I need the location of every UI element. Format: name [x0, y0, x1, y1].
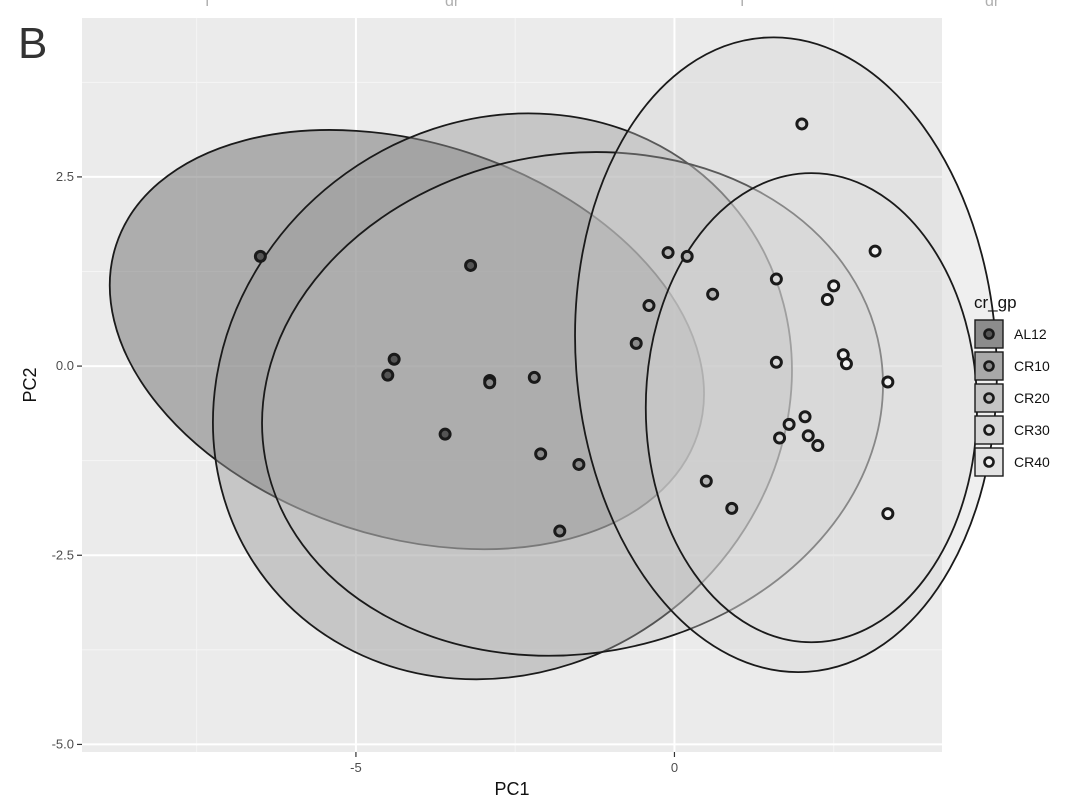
ellipse-cr40 [644, 172, 978, 644]
point-al12 [438, 427, 452, 441]
point-cr20 [725, 501, 739, 515]
plot-panel [82, 18, 998, 752]
legend-label-cr20: CR20 [1014, 390, 1050, 406]
legend-entries: AL12 CR10 CR20 CR30 CR40 [974, 319, 1050, 477]
point-al12 [381, 368, 395, 382]
point-cr20 [680, 249, 694, 263]
point-cr30 [811, 439, 825, 453]
panel-label: B [18, 19, 47, 68]
point-cr40 [868, 244, 882, 258]
legend-point-cr10 [983, 360, 995, 372]
point-cr30 [769, 355, 783, 369]
legend-point-cr40 [983, 456, 995, 468]
point-cr40 [881, 507, 895, 521]
y-tick-label: 2.5 [56, 169, 74, 184]
point-cr10 [527, 370, 541, 384]
point-al12 [253, 249, 267, 263]
x-tick-label: -5 [350, 760, 362, 775]
point-cr40 [839, 357, 853, 371]
legend-point-al12 [983, 328, 995, 340]
y-tick-label: 0.0 [56, 358, 74, 373]
legend-point-cr30 [983, 424, 995, 436]
point-cr10 [629, 336, 643, 350]
legend-key-cr30 [974, 415, 1004, 445]
point-cr30 [773, 431, 787, 445]
ellipse-al12 [108, 129, 705, 551]
y-axis-title: PC2 [20, 367, 40, 402]
legend-title: cr_gp [974, 293, 1017, 312]
point-cr20 [661, 246, 675, 260]
x-axis-title: PC1 [494, 779, 529, 799]
point-cr10 [534, 447, 548, 461]
legend-label-cr30: CR30 [1014, 422, 1050, 438]
data-points [253, 117, 895, 538]
legend-label-cr10: CR10 [1014, 358, 1050, 374]
point-al12 [387, 352, 401, 366]
legend-label-cr40: CR40 [1014, 454, 1050, 470]
point-cr40 [827, 279, 841, 293]
point-cr30 [795, 117, 809, 131]
point-cr10 [483, 376, 497, 390]
y-tick-label: -2.5 [52, 547, 74, 562]
point-cr10 [553, 524, 567, 538]
legend-label-al12: AL12 [1014, 326, 1047, 342]
point-cr20 [642, 299, 656, 313]
point-cr40 [881, 375, 895, 389]
top-cut-label-1: I [205, 0, 209, 10]
point-cr20 [699, 474, 713, 488]
ellipse-cr20 [261, 151, 884, 657]
x-axis-ticks: -5 0 [350, 752, 678, 775]
point-cr30 [801, 429, 815, 443]
point-cr40 [820, 292, 834, 306]
point-cr30 [798, 410, 812, 424]
point-cr30 [769, 272, 783, 286]
point-cr30 [782, 417, 796, 431]
legend-point-cr20 [983, 392, 995, 404]
top-cut-label-3: I [740, 0, 744, 10]
point-al12 [464, 258, 478, 272]
top-cut-label-4: dr [985, 0, 1000, 10]
point-cr20 [706, 287, 720, 301]
ellipse-cr10 [212, 112, 793, 681]
legend: cr_gp AL12 CR10 CR20 CR30 CR40 [974, 293, 1050, 477]
point-cr10 [572, 457, 586, 471]
y-tick-label: -5.0 [52, 736, 74, 751]
top-cut-label-2: dr [445, 0, 460, 10]
y-axis-ticks: 2.5 0.0 -2.5 -5.0 [52, 169, 82, 751]
x-tick-label: 0 [671, 760, 678, 775]
axes: -5 0 2.5 0.0 -2.5 -5.0 PC1 PC2 [20, 169, 678, 799]
